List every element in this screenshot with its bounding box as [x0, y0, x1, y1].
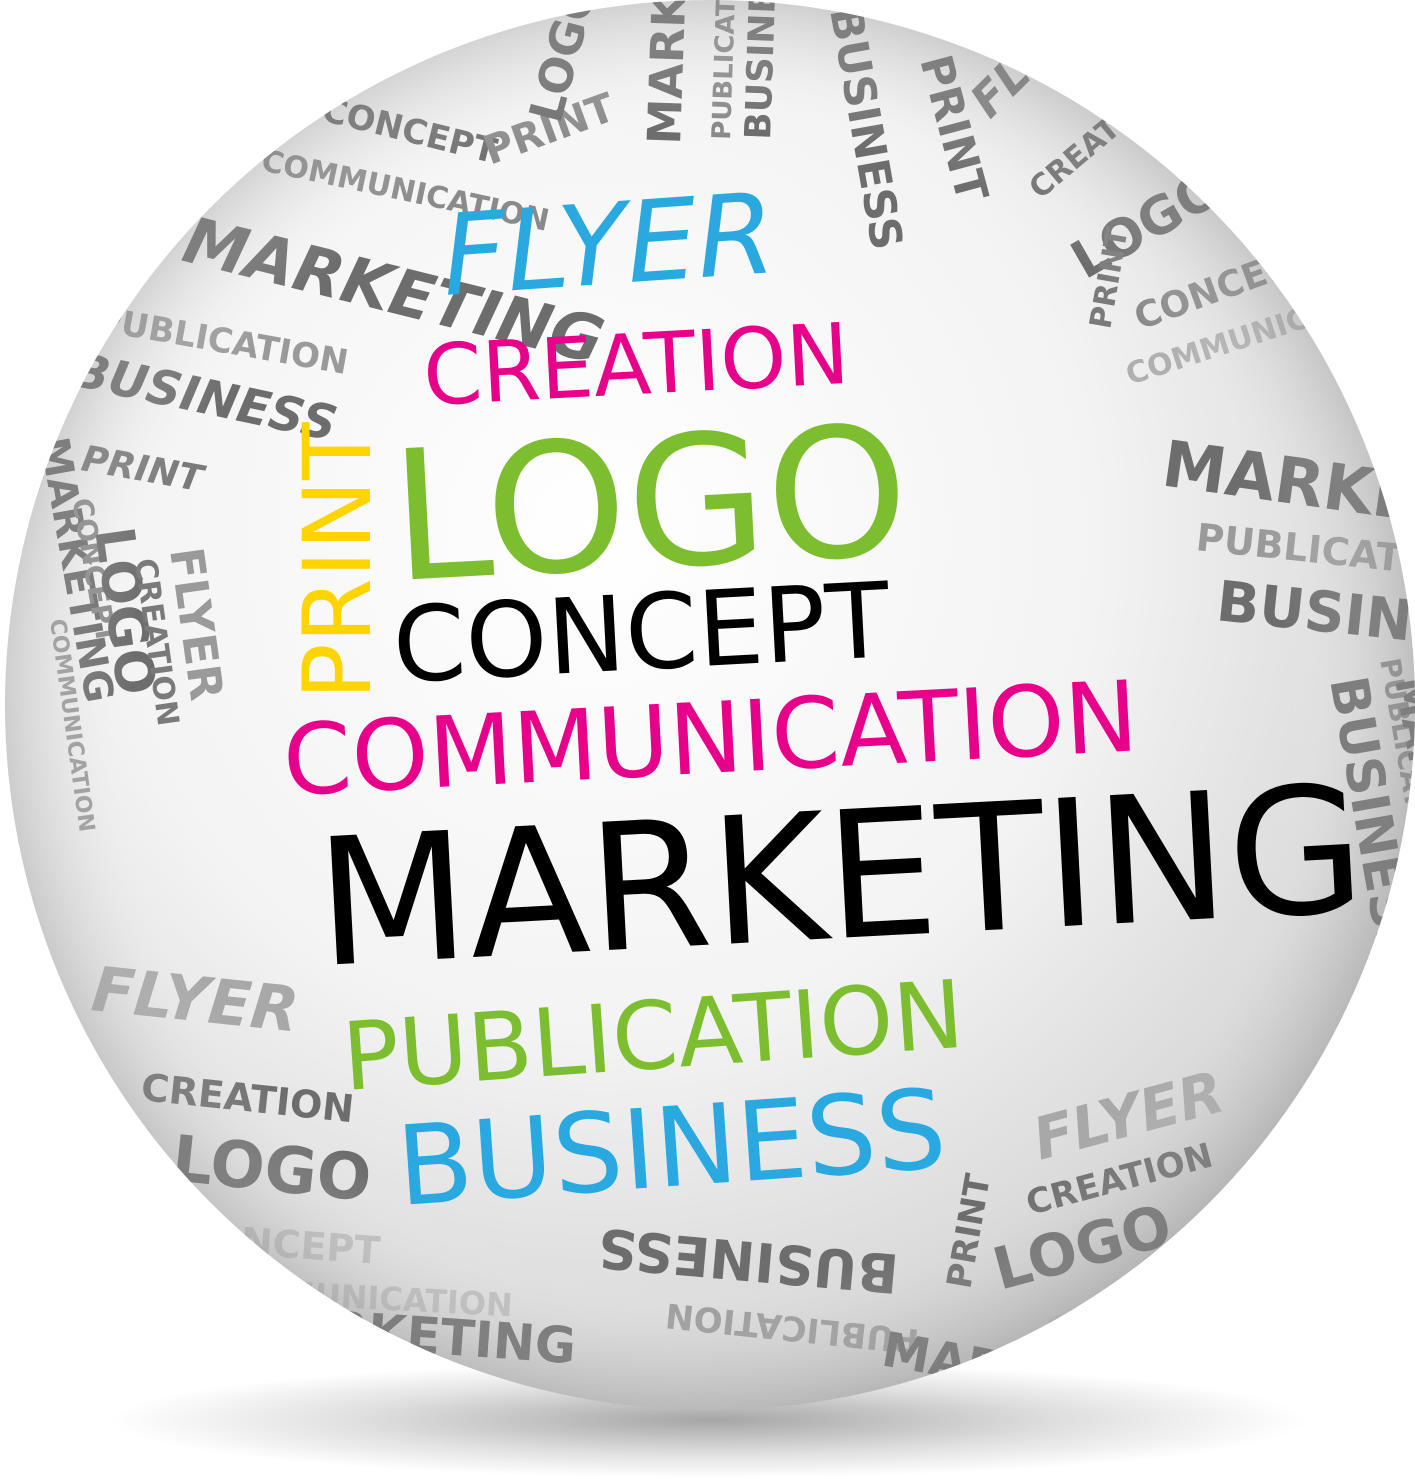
word-concept: CONCEPT — [390, 559, 893, 707]
word-logo: LOGO — [386, 387, 913, 623]
bg-word: BUSINESS — [1269, 1133, 1362, 1384]
sphere-shadow — [110, 1362, 1310, 1478]
sphere-rim — [5, 0, 1415, 1410]
word-print: PRINT — [284, 422, 393, 700]
word-creation: CREATION — [421, 305, 852, 425]
word-flyer: FLYER — [438, 169, 779, 322]
